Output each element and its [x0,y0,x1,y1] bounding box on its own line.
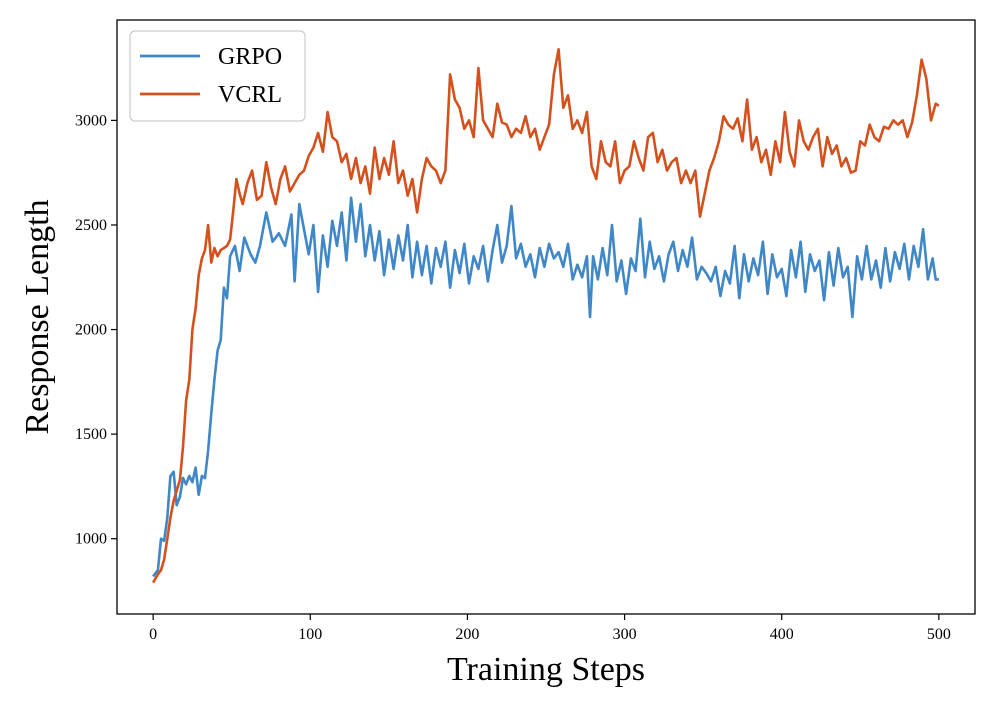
x-axis-label: Training Steps [447,651,645,688]
legend-label-grpo: GRPO [218,44,282,70]
plot-frame [116,19,976,615]
y-axis-label: Response Length [19,199,56,434]
series-line-vcrl [151,48,940,584]
y-tick-label: 3000 [75,112,107,129]
legend: GRPO VCRL [129,30,306,122]
x-tick-label: 100 [298,626,322,643]
y-tick-label: 1000 [75,531,107,548]
x-axis-ticks: 0 100 200 300 400 500 [149,614,951,643]
y-axis-ticks: 1000 1500 2000 2500 3000 [75,112,117,548]
x-tick-label: 200 [455,626,479,643]
x-tick-label: 0 [149,626,157,643]
y-tick-label: 1500 [75,426,107,443]
series-line-grpo [152,196,939,578]
x-tick-label: 500 [927,626,951,643]
legend-box [129,30,306,122]
y-tick-label: 2000 [75,322,107,339]
series-layer [151,48,940,584]
legend-label-vcrl: VCRL [218,82,282,108]
x-tick-label: 400 [770,626,794,643]
y-tick-label: 2500 [75,217,107,234]
x-tick-label: 300 [613,626,637,643]
